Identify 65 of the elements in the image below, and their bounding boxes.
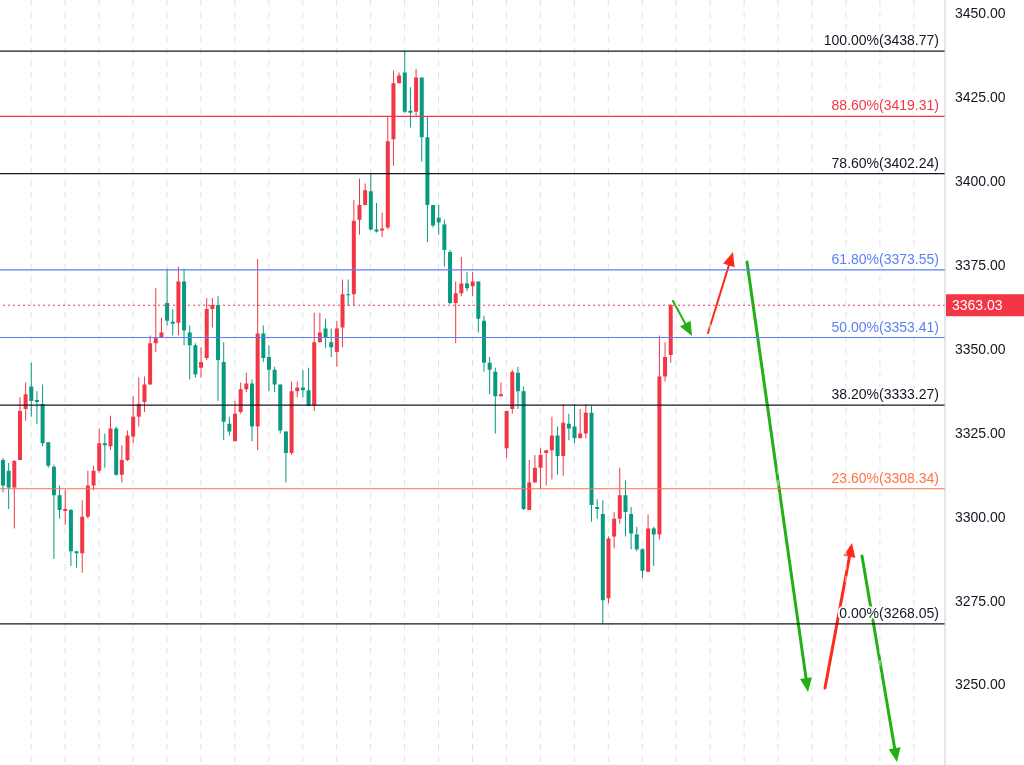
candlestick — [329, 327, 334, 358]
ref-line-label: 23.60%(3308.34) — [831, 469, 939, 486]
candlestick — [29, 362, 34, 418]
candlestick — [334, 320, 339, 368]
candlestick — [459, 256, 464, 297]
candlestick — [323, 318, 328, 349]
candlestick — [651, 526, 656, 567]
candlestick — [623, 479, 628, 538]
candlestick — [199, 346, 204, 378]
candlestick — [544, 449, 549, 487]
candlestick — [170, 308, 175, 337]
candlestick — [634, 526, 639, 552]
candlestick — [663, 341, 668, 382]
candlestick — [549, 416, 554, 480]
candlestick — [487, 356, 492, 395]
candlestick — [629, 506, 634, 550]
ref-line-label: 3363.03 — [952, 297, 1003, 314]
candlestick — [57, 485, 62, 520]
candlestick — [131, 395, 136, 444]
candlestick — [374, 202, 379, 234]
candlestick — [266, 344, 271, 392]
candlestick — [346, 278, 351, 307]
candlestick — [595, 498, 600, 520]
candlestick — [63, 489, 68, 526]
y-tick-label: 3375.00 — [955, 257, 1006, 274]
candlestick — [532, 454, 537, 483]
candlestick — [74, 550, 79, 569]
candlestick — [165, 268, 170, 326]
candlestick — [538, 447, 543, 491]
candlestick — [227, 416, 232, 437]
candlestick — [380, 212, 385, 238]
candlestick — [283, 430, 288, 483]
candlestick — [555, 425, 560, 476]
candlestick — [119, 444, 124, 483]
y-tick-label: 3325.00 — [955, 424, 1006, 441]
candlestick — [142, 375, 147, 413]
ref-line-label: 61.80%(3373.55) — [831, 250, 939, 267]
candlestick — [357, 178, 362, 236]
candlestick — [583, 403, 588, 439]
ref-line-label: 38.20%(3333.27) — [831, 386, 939, 403]
candlestick — [498, 382, 503, 397]
y-tick-label: 3350.00 — [955, 340, 1006, 357]
y-tick-label: 3250.00 — [955, 676, 1006, 693]
y-tick-label: 3400.00 — [955, 173, 1006, 190]
candlestick — [238, 382, 243, 415]
y-tick-label: 3300.00 — [955, 508, 1006, 525]
ref-line-label: 50.00%(3353.41) — [831, 318, 939, 335]
ref-line-label: 100.00%(3438.77) — [823, 32, 939, 49]
y-tick-label: 3425.00 — [955, 89, 1006, 106]
y-tick-label: 3450.00 — [955, 5, 1006, 22]
candlestick — [34, 390, 39, 425]
candlestick — [6, 462, 11, 510]
candlestick — [91, 465, 96, 491]
candlestick — [108, 415, 113, 451]
candlestick — [272, 366, 277, 393]
candlestick — [102, 433, 107, 469]
ref-line-label: 78.60%(3402.24) — [831, 154, 939, 171]
candlestick — [572, 403, 577, 444]
candlestick — [640, 547, 645, 579]
candlestick — [431, 204, 436, 228]
ref-line-label: 88.60%(3419.31) — [831, 97, 939, 114]
candlestick — [515, 366, 520, 410]
candlestick — [617, 467, 622, 525]
y-tick-label: 3275.00 — [955, 592, 1006, 609]
candlestick — [612, 511, 617, 549]
